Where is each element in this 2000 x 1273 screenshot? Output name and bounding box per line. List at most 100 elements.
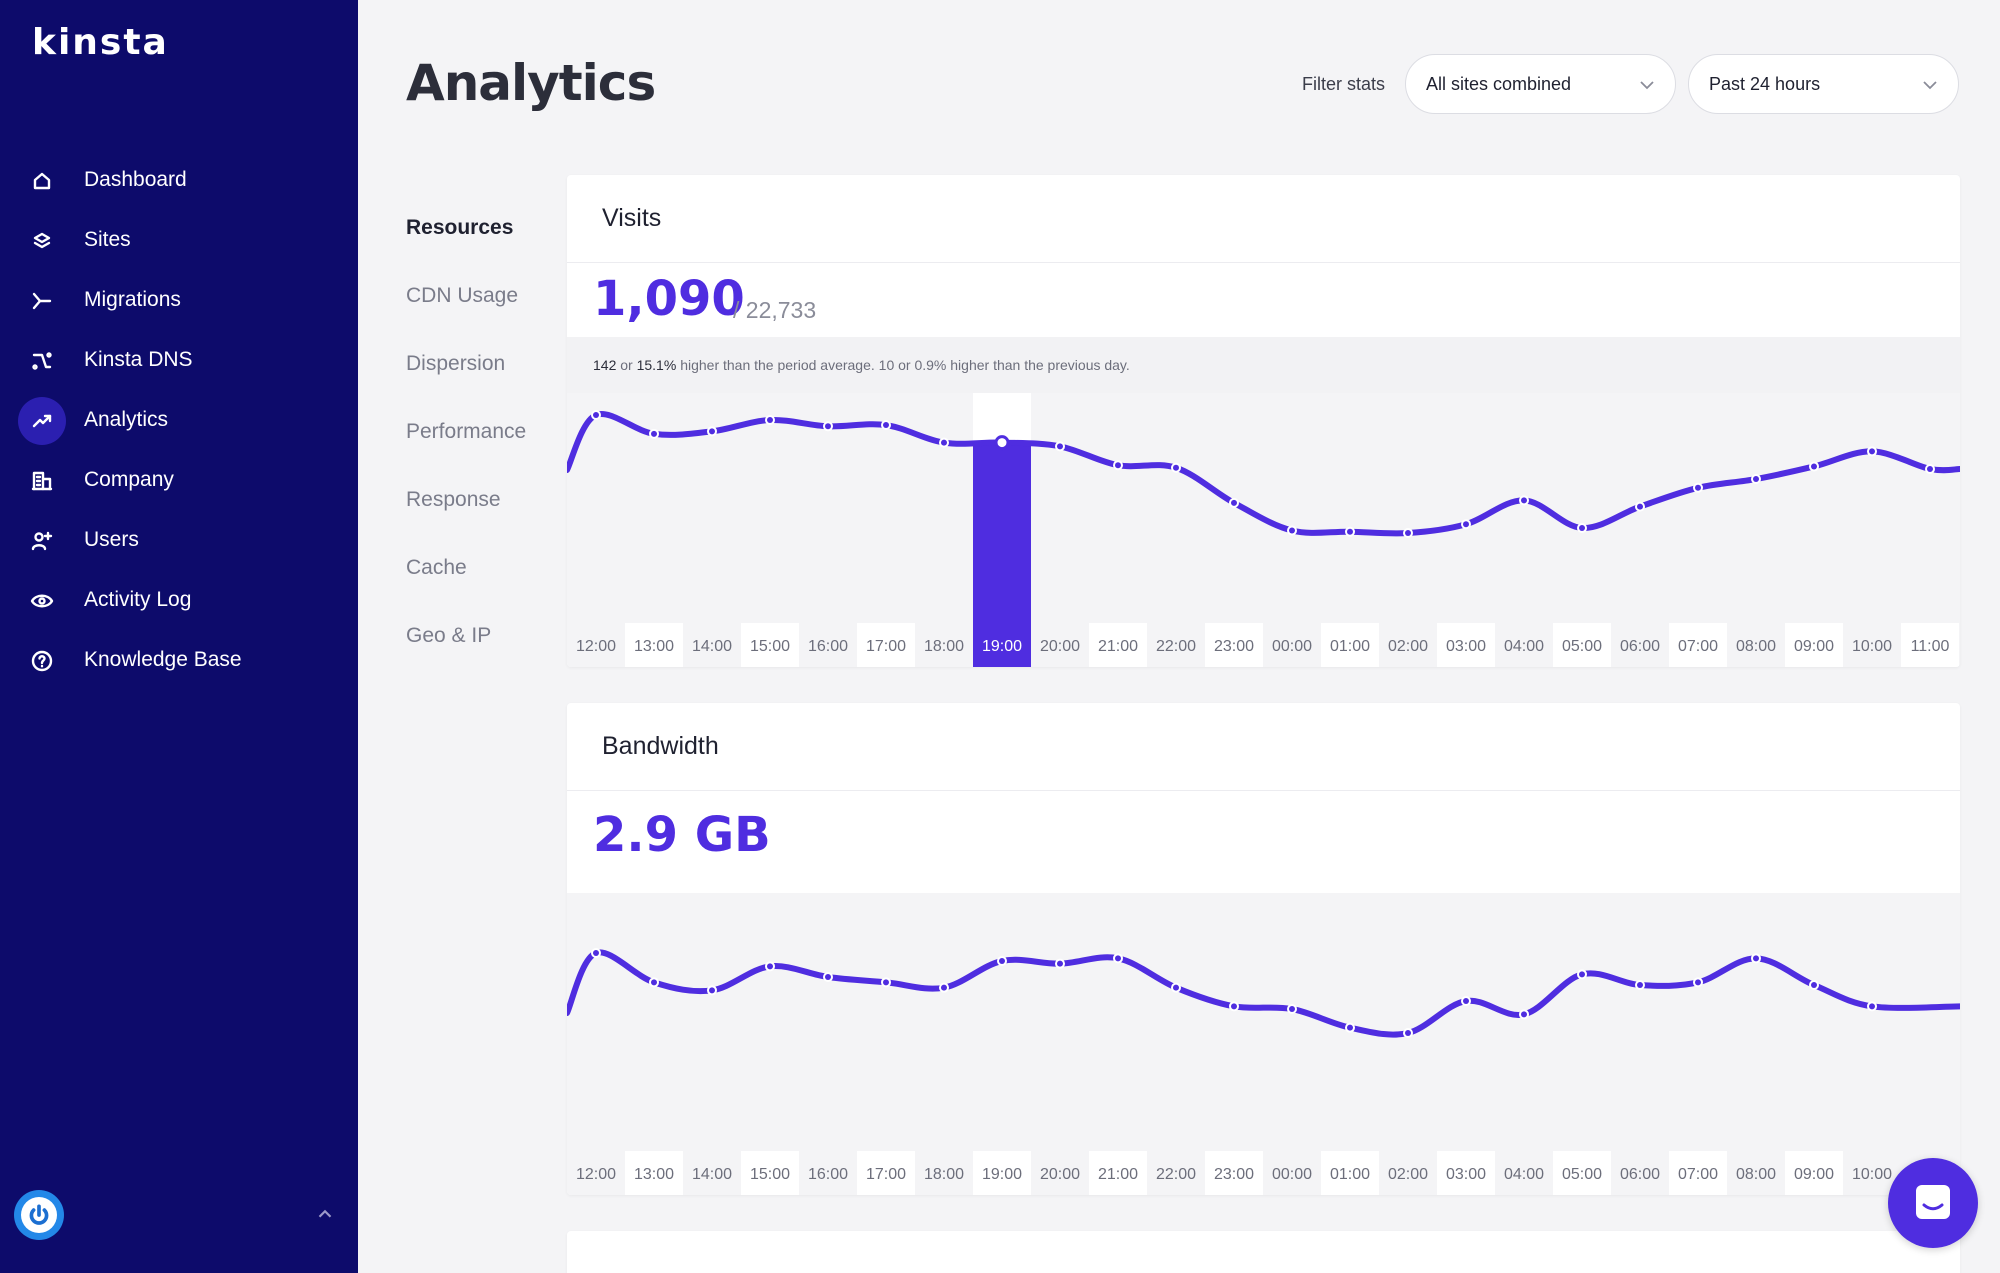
page-title: Analytics <box>406 54 656 112</box>
bandwidth-chart-svg: 12:00 13:00 14:00 15:00 16:00 17:00 18:00 19:00… <box>567 893 1960 1195</box>
sidebar-item-migrations[interactable]: Migrations <box>0 270 358 330</box>
x-tick-cell <box>741 1151 799 1195</box>
filter-stats-label: Filter stats <box>1302 74 1386 94</box>
analytics-subnav: Resources CDN Usage Dispersion Performan… <box>406 216 526 692</box>
x-tick-label: 03:00 <box>1446 638 1486 655</box>
layers-icon <box>18 217 66 265</box>
x-tick-label: 14:00 <box>692 638 732 655</box>
chart-axis-strip <box>567 623 1960 667</box>
help-circle-icon <box>18 637 66 685</box>
x-tick-label: 14:00 <box>692 1166 732 1183</box>
sites-select[interactable]: All sites combined <box>1405 54 1676 114</box>
visits-total: / 22,733 <box>733 297 817 323</box>
data-point-core <box>767 963 773 970</box>
x-tick-label: 15:00 <box>750 638 790 655</box>
data-point-core <box>941 984 947 991</box>
time-range-select[interactable]: Past 24 hours <box>1688 54 1959 114</box>
visits-chart: 12:00 13:00 14:00 15:00 16:00 17:00 18:00 19:00… <box>567 393 1960 667</box>
data-point-core <box>1463 998 1469 1004</box>
x-tick-label: 00:00 <box>1272 638 1312 655</box>
subnav-dispersion[interactable]: Dispersion <box>406 352 506 375</box>
data-point-core <box>883 422 889 429</box>
sidebar-item-label: Knowledge Base <box>84 648 242 671</box>
x-tick-cell <box>857 1151 915 1195</box>
sidebar-item-dashboard[interactable]: Dashboard <box>0 150 358 210</box>
x-tick-label: 19:00 <box>982 638 1022 655</box>
time-range-select-value: Past 24 hours <box>1709 73 1821 94</box>
x-tick-label: 23:00 <box>1214 1166 1254 1183</box>
x-tick-label: 16:00 <box>808 638 848 655</box>
building-icon <box>18 457 66 505</box>
x-tick-cell <box>1089 623 1147 667</box>
subnav-geo-ip[interactable]: Geo & IP <box>406 624 492 647</box>
sidebar-item-label: Company <box>84 468 174 491</box>
next-card <box>567 1231 1960 1273</box>
data-point-core <box>1173 984 1179 991</box>
sidebar-item-users[interactable]: Users <box>0 510 358 570</box>
sidebar-item-analytics[interactable]: Analytics <box>0 390 358 450</box>
x-tick-label: 04:00 <box>1504 1166 1544 1183</box>
subnav-cache[interactable]: Cache <box>406 556 467 579</box>
data-point-core <box>825 974 831 980</box>
x-tick-label: 21:00 <box>1098 1166 1138 1183</box>
note-count: 142 <box>593 357 617 373</box>
x-tick-cell <box>1205 1151 1263 1195</box>
data-point-core <box>1405 1030 1411 1036</box>
chart-highlight-bar[interactable] <box>973 442 1031 667</box>
data-point-core <box>1115 462 1121 469</box>
data-point-core <box>1521 1011 1527 1018</box>
x-tick-label: 07:00 <box>1678 638 1718 655</box>
bandwidth-card-title: Bandwidth <box>567 703 1960 791</box>
x-tick-label: 06:00 <box>1620 1166 1660 1183</box>
note-percent: 15.1% <box>636 357 677 373</box>
chevron-up-icon[interactable] <box>314 1203 336 1225</box>
x-tick-label: 12:00 <box>576 1166 616 1183</box>
power-icon <box>21 1197 57 1233</box>
data-point-core <box>1405 530 1411 536</box>
chart-plot-area <box>567 893 1960 1151</box>
data-point-core <box>709 987 715 994</box>
subnav-performance[interactable]: Performance <box>406 420 527 443</box>
x-tick-label: 17:00 <box>866 1166 906 1183</box>
data-point-core <box>651 979 657 986</box>
chat-button[interactable] <box>1888 1158 1978 1248</box>
data-point-core <box>1753 476 1759 483</box>
x-tick-label: 20:00 <box>1040 638 1080 655</box>
chart-axis-strip <box>567 1151 1960 1195</box>
subnav-resources[interactable]: Resources <box>406 216 514 239</box>
dns-icon <box>18 337 66 385</box>
data-point-core <box>1231 499 1237 506</box>
sidebar-item-activity-log[interactable]: Activity Log <box>0 570 358 630</box>
x-tick-cell <box>1205 623 1263 667</box>
data-point[interactable] <box>994 435 1010 451</box>
sidebar: kinsta Dashboard Sites Migrations Kinsta… <box>0 0 358 1273</box>
x-tick-cell <box>1089 1151 1147 1195</box>
sidebar-item-label: Activity Log <box>84 588 192 611</box>
x-tick-label: 15:00 <box>750 1166 790 1183</box>
subnav-cdn-usage[interactable]: CDN Usage <box>406 284 519 307</box>
x-tick-label: 07:00 <box>1678 1166 1718 1183</box>
sidebar-item-sites[interactable]: Sites <box>0 210 358 270</box>
x-tick-label: 02:00 <box>1388 638 1428 655</box>
kinsta-logo[interactable]: kinsta <box>32 22 169 63</box>
x-tick-cell <box>1321 623 1379 667</box>
account-power-button[interactable] <box>14 1190 64 1240</box>
data-point-core <box>999 958 1005 964</box>
x-tick-label: 04:00 <box>1504 638 1544 655</box>
sidebar-item-label: Sites <box>84 228 131 251</box>
data-point-core <box>709 428 715 435</box>
sidebar-item-company[interactable]: Company <box>0 450 358 510</box>
x-tick-label: 09:00 <box>1794 638 1834 655</box>
data-point-core <box>1057 443 1063 450</box>
x-tick-label: 05:00 <box>1562 1166 1602 1183</box>
sidebar-item-knowledge-base[interactable]: Knowledge Base <box>0 630 358 690</box>
x-tick-cell <box>1437 623 1495 667</box>
sidebar-item-kinsta-dns[interactable]: Kinsta DNS <box>0 330 358 390</box>
x-tick-label: 08:00 <box>1736 1166 1776 1183</box>
subnav-response[interactable]: Response <box>406 488 501 511</box>
x-tick-label: 03:00 <box>1446 1166 1486 1183</box>
chat-icon <box>1916 1185 1950 1219</box>
x-tick-label: 23:00 <box>1214 638 1254 655</box>
eye-icon <box>18 577 66 625</box>
data-point-core <box>1637 503 1643 510</box>
